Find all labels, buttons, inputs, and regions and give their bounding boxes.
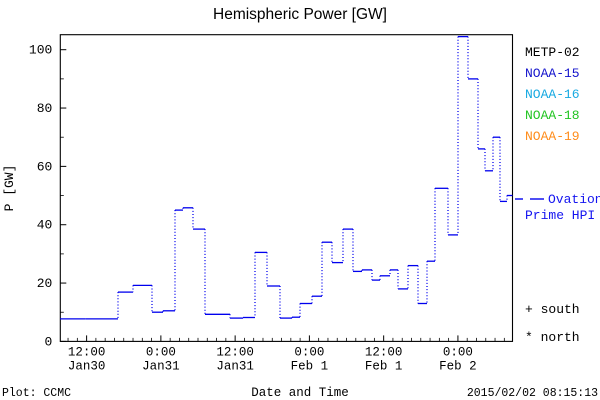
- svg-text:12:00: 12:00: [68, 345, 106, 359]
- svg-text:Feb 1: Feb 1: [365, 359, 403, 373]
- svg-text:NOAA-16: NOAA-16: [525, 87, 580, 102]
- svg-text:0:00: 0:00: [294, 345, 324, 359]
- svg-text:METP-02: METP-02: [525, 45, 580, 60]
- svg-text:100: 100: [29, 43, 52, 58]
- svg-text:0:00: 0:00: [443, 345, 473, 359]
- svg-text:NOAA-15: NOAA-15: [525, 66, 580, 81]
- svg-text:+ south: + south: [525, 302, 580, 317]
- svg-text:* north: * north: [525, 330, 580, 345]
- svg-text:Plot: CCMC: Plot: CCMC: [2, 387, 71, 400]
- svg-text:12:00: 12:00: [216, 345, 254, 359]
- svg-text:Jan30: Jan30: [68, 359, 106, 373]
- svg-text:20: 20: [37, 276, 53, 291]
- svg-text:12:00: 12:00: [365, 345, 403, 359]
- svg-text:Date and Time: Date and Time: [251, 386, 349, 400]
- svg-text:80: 80: [37, 101, 53, 116]
- svg-text:40: 40: [37, 218, 53, 233]
- svg-text:NOAA-19: NOAA-19: [525, 129, 580, 144]
- svg-text:P [GW]: P [GW]: [2, 165, 17, 212]
- svg-text:0: 0: [44, 334, 52, 349]
- svg-text:Jan31: Jan31: [216, 359, 254, 373]
- svg-text:NOAA-18: NOAA-18: [525, 108, 580, 123]
- svg-text:0:00: 0:00: [146, 345, 176, 359]
- svg-text:Ovation: Ovation: [548, 192, 600, 207]
- svg-text:Feb 1: Feb 1: [291, 359, 329, 373]
- svg-text:60: 60: [37, 159, 53, 174]
- svg-text:Prime HPI: Prime HPI: [525, 208, 595, 223]
- svg-text:Feb 2: Feb 2: [439, 359, 477, 373]
- svg-text:2015/02/02 08:15:13: 2015/02/02 08:15:13: [467, 387, 598, 400]
- svg-text:Jan31: Jan31: [142, 359, 180, 373]
- svg-text:Hemispheric Power [GW]: Hemispheric Power [GW]: [213, 6, 387, 23]
